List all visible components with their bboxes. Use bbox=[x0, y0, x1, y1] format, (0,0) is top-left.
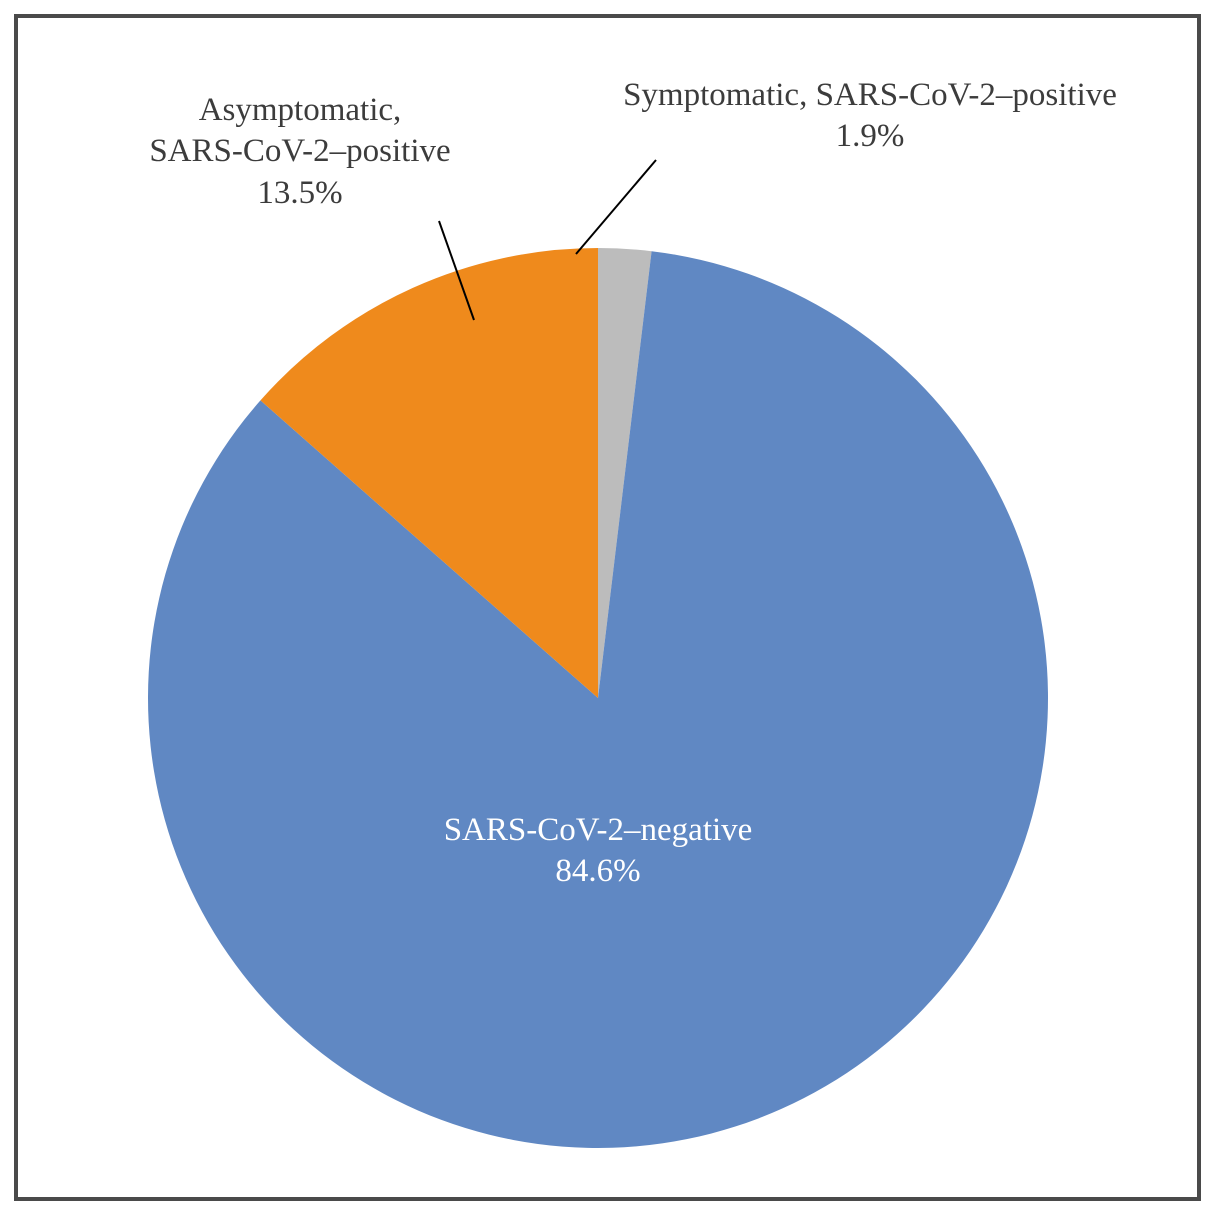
label-asymptomatic: Asymptomatic, SARS-CoV-2–positive 13.5% bbox=[110, 90, 490, 214]
label-symptomatic-line2: 1.9% bbox=[585, 116, 1155, 157]
leader-line-symptomatic bbox=[576, 160, 656, 254]
label-negative: SARS-CoV-2–negative 84.6% bbox=[348, 810, 848, 893]
label-negative-line1: SARS-CoV-2–negative bbox=[348, 810, 848, 851]
label-negative-line2: 84.6% bbox=[348, 851, 848, 892]
label-symptomatic-line1: Symptomatic, SARS-CoV-2–positive bbox=[585, 75, 1155, 116]
label-asymptomatic-line2: SARS-CoV-2–positive bbox=[110, 131, 490, 172]
label-asymptomatic-line1: Asymptomatic, bbox=[110, 90, 490, 131]
label-asymptomatic-line3: 13.5% bbox=[110, 173, 490, 214]
label-symptomatic: Symptomatic, SARS-CoV-2–positive 1.9% bbox=[585, 75, 1155, 158]
pie-chart-container: Asymptomatic, SARS-CoV-2–positive 13.5% … bbox=[0, 0, 1215, 1215]
